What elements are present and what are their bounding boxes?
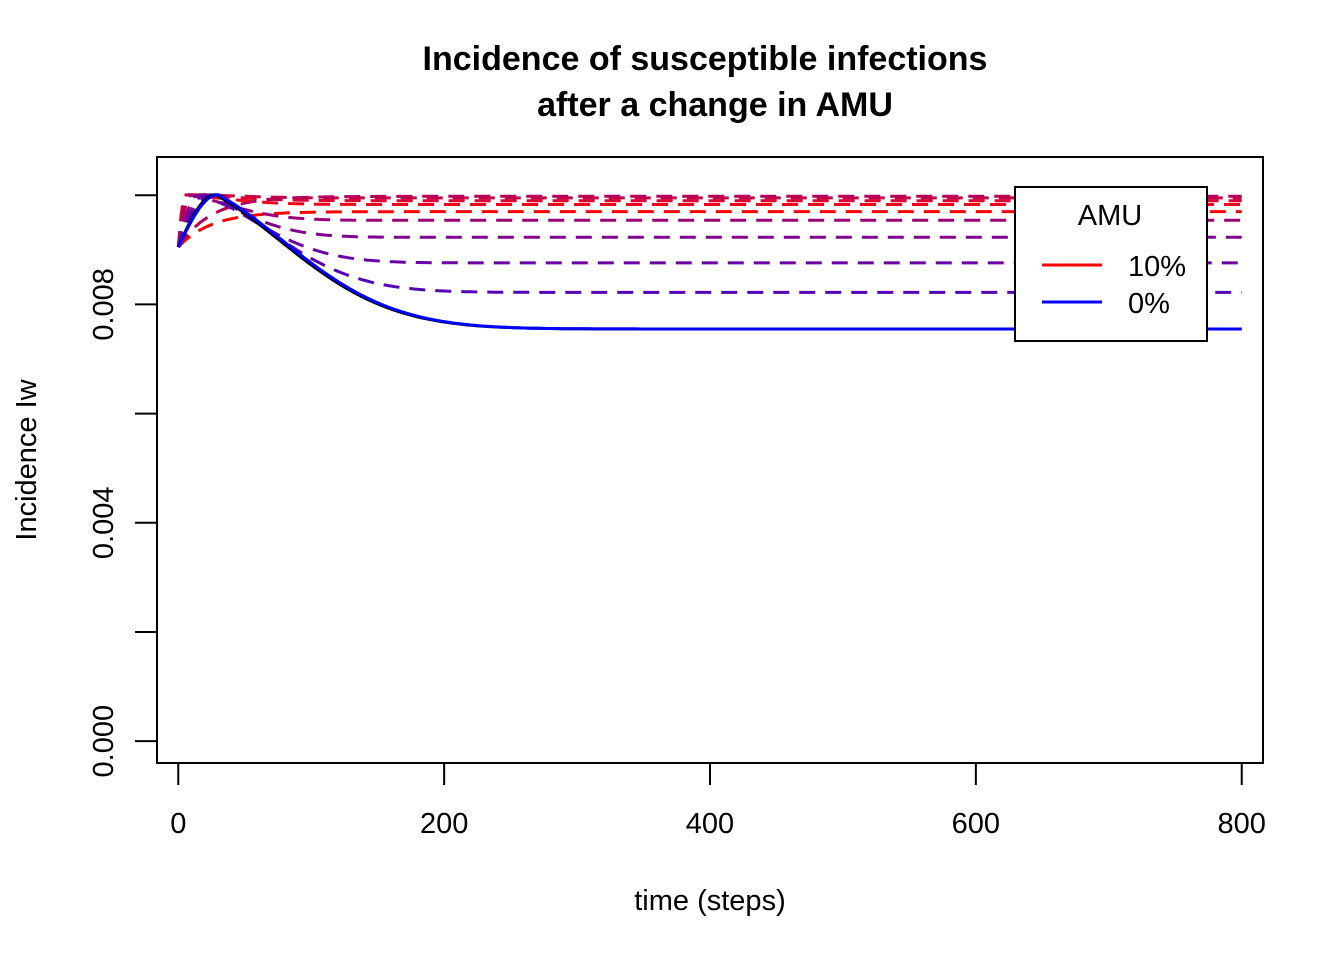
series-line xyxy=(176,193,1242,248)
x-tick-label: 800 xyxy=(1218,808,1266,840)
chart-subtitle: after a change in AMU xyxy=(537,86,893,124)
legend: AMU 10% 0% xyxy=(1014,186,1208,342)
series-line xyxy=(176,193,1242,248)
legend-label-10: 10% xyxy=(1128,251,1186,283)
y-axis-label: Incidence Iw xyxy=(11,378,43,540)
y-axis: 0.000 0.004 0.008 xyxy=(88,194,158,778)
x-axis-label: time (steps) xyxy=(634,885,785,917)
series-line xyxy=(176,193,1242,248)
x-tick-label: 200 xyxy=(420,808,468,840)
chart-title: Incidence of susceptible infections xyxy=(423,40,988,78)
series-line xyxy=(176,193,1242,265)
x-tick-label: 600 xyxy=(952,808,1000,840)
x-axis: 0 200 400 600 800 xyxy=(170,762,1266,840)
legend-title: AMU xyxy=(1078,200,1142,232)
series-line xyxy=(176,193,1242,248)
x-tick-label: 400 xyxy=(686,808,734,840)
y-tick-label: 0.000 xyxy=(88,705,120,778)
y-tick-label: 0.004 xyxy=(88,486,120,559)
y-tick-label: 0.008 xyxy=(88,268,120,341)
x-tick-label: 0 xyxy=(170,808,186,840)
series-line xyxy=(177,194,1242,248)
legend-label-0: 0% xyxy=(1128,288,1170,320)
